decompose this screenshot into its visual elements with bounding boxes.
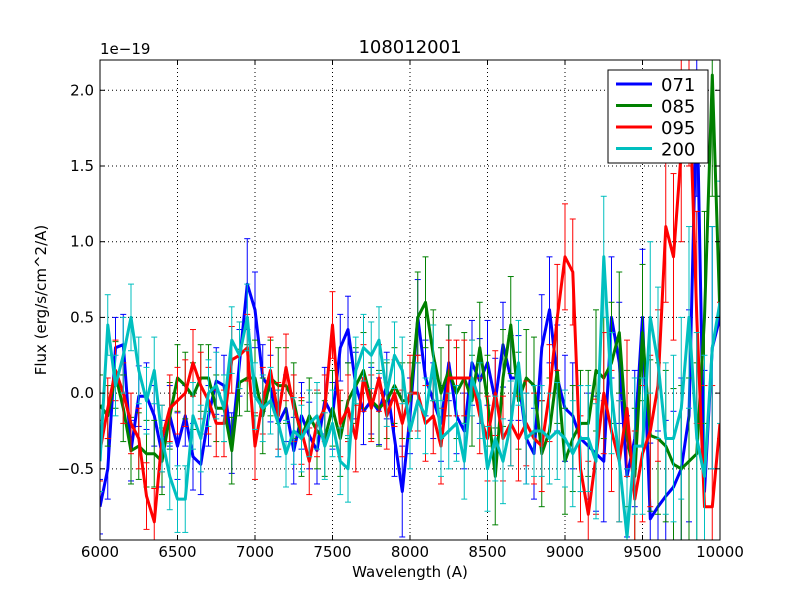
x-tick-label: 7000 — [236, 543, 274, 561]
y-tick-label: 1.5 — [70, 157, 94, 175]
x-tick-label: 8500 — [468, 543, 506, 561]
legend-label-071: 071 — [661, 75, 695, 96]
x-tick-label: 9000 — [546, 543, 584, 561]
series-200 — [100, 180, 720, 540]
y-axis-title: Flux (erg/s/cm^2/A) — [32, 225, 50, 376]
y-tick-label: 0.0 — [70, 384, 94, 402]
x-tick-label: 6000 — [81, 543, 119, 561]
legend-label-095: 095 — [661, 118, 695, 139]
ticks: 6000 6500 7000 7500 8000 8500 9000 9500 10000 −0.… — [58, 60, 744, 561]
y-tick-label: 1.0 — [70, 233, 94, 251]
x-axis-title: Wavelength (A) — [352, 563, 468, 581]
series-group — [100, 60, 720, 540]
legend-label-085: 085 — [661, 97, 695, 118]
y-tick-label: 0.5 — [70, 308, 94, 326]
y-offset-label: 1e−19 — [100, 40, 150, 58]
legend-label-200: 200 — [661, 140, 695, 161]
chart-title: 108012001 — [358, 37, 461, 58]
x-tick-label: 10000 — [696, 543, 744, 561]
series-line-200 — [100, 255, 720, 539]
x-tick-label: 7500 — [313, 543, 351, 561]
x-tick-label: 8000 — [391, 543, 429, 561]
x-tick-label: 9500 — [623, 543, 661, 561]
y-tick-label: −0.5 — [58, 460, 94, 478]
y-tick-label: 2.0 — [70, 81, 94, 99]
x-tick-label: 6500 — [158, 543, 196, 561]
